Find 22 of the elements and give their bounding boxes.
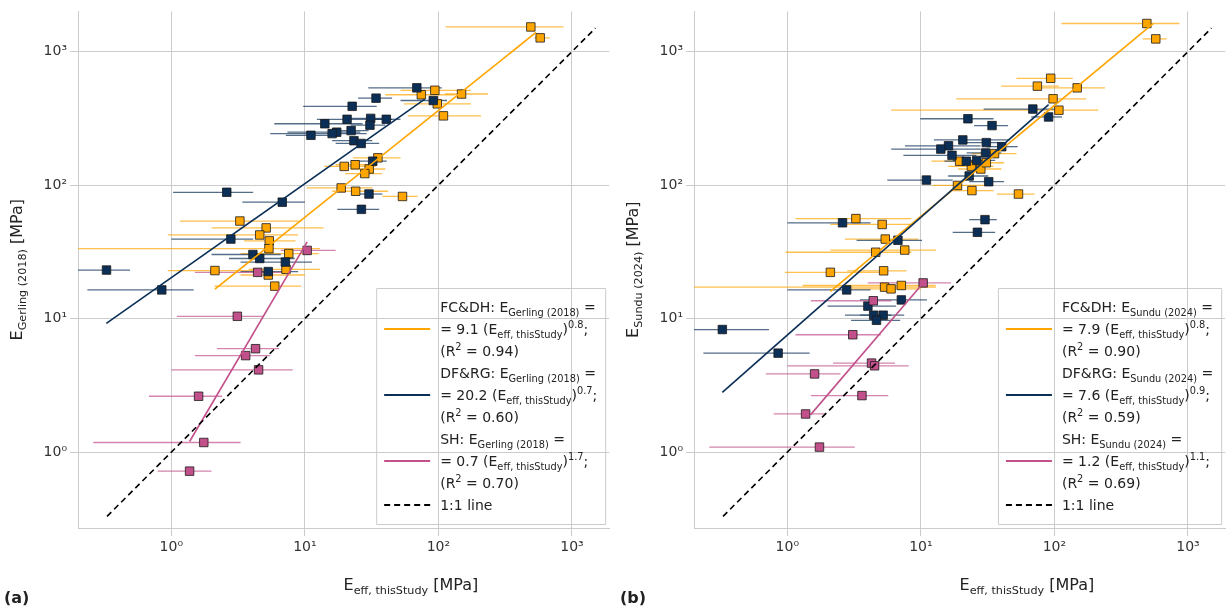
x-tick-label: 10² — [1042, 538, 1067, 555]
y-tick-label: 10¹ — [43, 309, 67, 326]
y-axis-title: ESundu (2024) [MPa] — [623, 201, 646, 338]
x-tick-label: 10⁰ — [159, 538, 184, 555]
y-tick-label: 10¹ — [659, 309, 683, 326]
legend-label: 1:1 line — [440, 497, 493, 513]
x-tick-label: 10³ — [1176, 538, 1200, 555]
y-tick-label: 10² — [659, 175, 683, 192]
x-tick-label: 10¹ — [293, 538, 317, 555]
y-tick-label: 10³ — [659, 42, 683, 59]
y-tick-label: 10⁰ — [43, 442, 68, 459]
y-tick-label: 10⁰ — [659, 442, 684, 459]
x-tick-label: 10² — [426, 538, 451, 555]
x-tick-label: 10¹ — [909, 538, 933, 555]
x-tick-label: 10⁰ — [775, 538, 800, 555]
y-axis-title: EGerling (2018) [MPa] — [7, 198, 30, 341]
x-tick-label: 10³ — [560, 538, 584, 555]
legend-label: 1:1 line — [1061, 497, 1115, 513]
text: (b) — [620, 588, 647, 607]
y-tick-label: 10² — [43, 175, 67, 192]
y-tick-label: 10³ — [43, 42, 67, 59]
text: (a) — [4, 588, 30, 607]
